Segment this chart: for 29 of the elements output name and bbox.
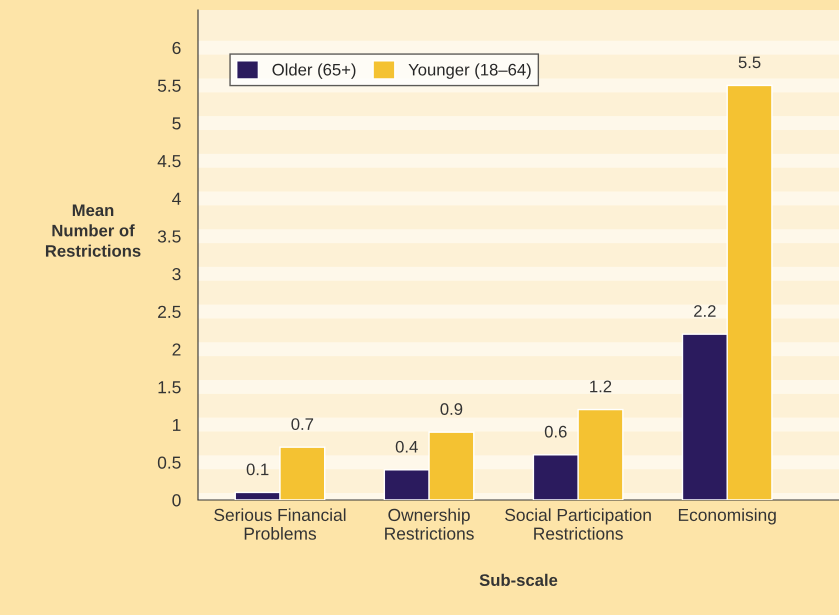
- y-tick-label: 6: [172, 42, 181, 54]
- data-label: 0.4: [396, 440, 418, 453]
- y-tick-label: 2: [172, 343, 180, 356]
- x-axis-title: Sub-scale: [480, 574, 558, 586]
- y-tick-label: 3: [172, 268, 181, 280]
- y-tick-label: 0: [172, 494, 181, 506]
- data-label: 0.6: [544, 426, 567, 438]
- data-label: 0.1: [246, 463, 268, 476]
- y-tick-label: 5.5: [158, 80, 181, 92]
- data-label: 0.7: [291, 418, 314, 430]
- x-tick-label: Serious Financial Problems: [214, 508, 346, 540]
- x-tick-label: Economising: [678, 508, 776, 525]
- legend-label: Older (65+): [272, 63, 356, 79]
- y-tick-label: 4: [172, 192, 181, 205]
- data-label: 0.9: [440, 403, 462, 415]
- data-label: 2.2: [694, 305, 716, 317]
- y-tick-label: 3.5: [158, 230, 181, 243]
- y-tick-label: 2.5: [158, 306, 181, 318]
- data-label: 1.2: [590, 380, 612, 392]
- y-axis-title: Mean Number of Restrictions: [46, 204, 140, 257]
- data-label: 5.5: [738, 56, 760, 68]
- y-tick-label: 5: [172, 117, 181, 130]
- legend-label: Younger (18–64): [408, 63, 531, 79]
- y-tick-label: 1: [173, 418, 180, 431]
- x-tick-label: Ownership Restrictions: [385, 508, 474, 540]
- x-tick-label: Social Participation Restrictions: [505, 508, 651, 540]
- y-tick-label: 4.5: [158, 155, 181, 168]
- y-tick-label: 1.5: [158, 381, 181, 394]
- y-tick-label: 0.5: [158, 456, 181, 469]
